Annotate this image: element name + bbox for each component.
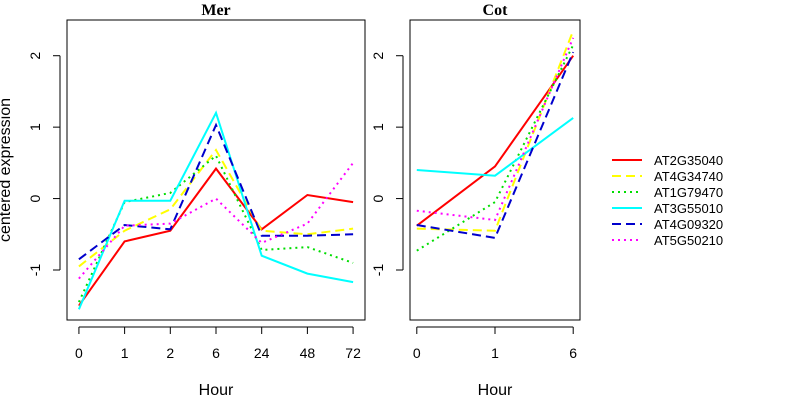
panel-mer-x-tick-label: 24 (254, 345, 270, 361)
panel-mer-x-tick-label: 48 (300, 345, 316, 361)
legend-label-at3g55010: AT3G55010 (654, 201, 723, 216)
panel-mer-series-at5g50210 (78, 162, 354, 280)
panel-cot-series-at1g79470 (416, 44, 575, 252)
panel-cot-x-tick-label: 1 (491, 345, 499, 361)
panel-cot-x-tick-label: 0 (413, 345, 421, 361)
panel-cot-x-axis-label: Hour (478, 382, 513, 399)
panel-mer-series-at1g79470 (77, 154, 354, 303)
panel-cot-series-at5g50210 (416, 37, 575, 222)
panel-mer-series-at4g09320 (78, 122, 354, 261)
panel-cot-y-tick-label: -1 (370, 264, 386, 277)
panel-cot-y-tick-label: 0 (370, 194, 386, 202)
panel-cot-x-tick-label: 6 (569, 345, 577, 361)
panel-cot-frame (409, 19, 581, 321)
panel-mer-y-tick-label: -1 (27, 264, 43, 277)
panel-mer-x-axis-label: Hour (199, 382, 234, 399)
panel-mer-x-tick-label: 6 (212, 345, 220, 361)
panel-cot-title: Cot (483, 2, 509, 19)
legend-label-at4g09320: AT4G09320 (654, 217, 723, 232)
panel-mer-series-at4g34740 (78, 148, 354, 268)
panel-cot-y-tick-label: 2 (370, 52, 386, 60)
panel-mer-title: Mer (201, 2, 230, 19)
legend-label-at1g79470: AT1G79470 (654, 185, 723, 200)
panel-mer-y-tick-label: 2 (27, 52, 43, 60)
panel-mer-x-tick-label: 2 (166, 345, 174, 361)
panel-mer-y-axis-label: centered expression (0, 98, 14, 242)
legend-label-at2g35040: AT2G35040 (654, 153, 723, 168)
panel-mer-x-tick-label: 0 (75, 345, 83, 361)
panel-mer-series-at2g35040 (78, 166, 354, 307)
panel-cot-y-tick-label: 1 (370, 123, 386, 131)
panel-cot-series-at4g34740 (416, 30, 575, 232)
panel-mer-x-tick-label: 1 (121, 345, 129, 361)
panel-cot-series-at2g35040 (416, 55, 575, 227)
panel-mer-series-at3g55010 (77, 110, 354, 310)
panel-cot-series-at3g55010 (416, 117, 574, 177)
panel-mer-y-tick-label: 1 (27, 123, 43, 131)
legend-label-at5g50210: AT5G50210 (654, 233, 723, 248)
panel-cot-series-at4g09320 (416, 51, 575, 240)
panel-mer-x-tick-label: 72 (345, 345, 361, 361)
legend-label-at4g34740: AT4G34740 (654, 169, 723, 184)
panel-mer-frame (66, 19, 366, 321)
panel-mer-y-tick-label: 0 (27, 194, 43, 202)
